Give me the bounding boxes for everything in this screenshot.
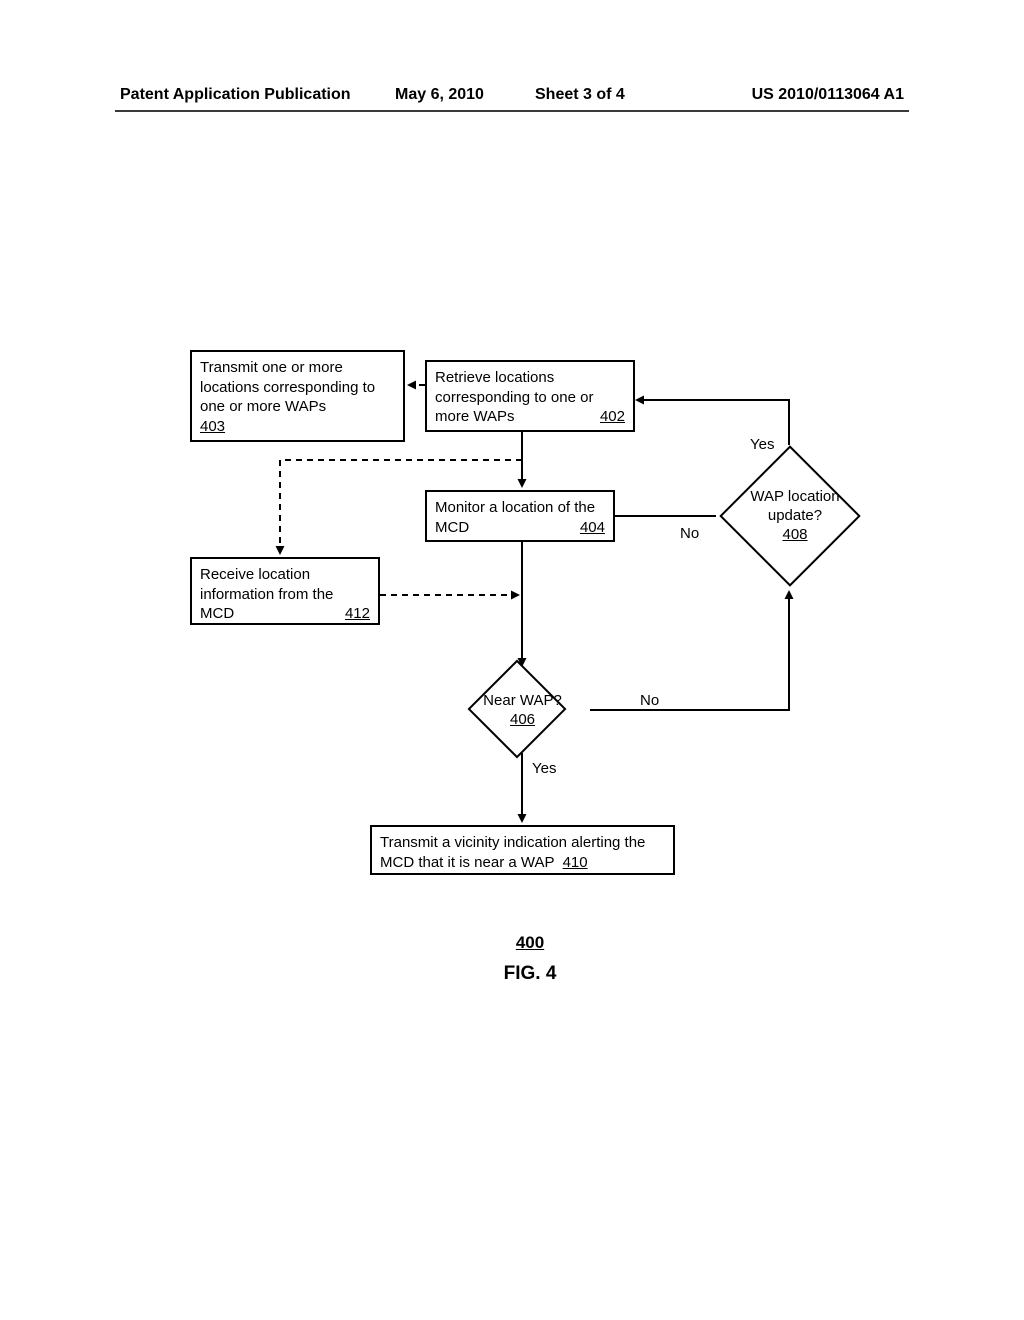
box-transmit-vicinity-indication: Transmit a vicinity indication alerting … bbox=[370, 825, 675, 875]
box-404-text: Monitor a location of the MCD bbox=[435, 499, 595, 536]
diamond-408-text: WAP location update? bbox=[750, 488, 839, 524]
box-retrieve-locations: Retrieve locations corresponding to one … bbox=[425, 360, 635, 432]
label-yes-408: Yes bbox=[750, 436, 774, 453]
box-410-ref: 410 bbox=[563, 854, 588, 871]
diamond-408-ref: 408 bbox=[782, 526, 807, 543]
box-transmit-locations: Transmit one or more locations correspon… bbox=[190, 350, 405, 442]
box-404-ref: 404 bbox=[580, 519, 605, 536]
label-no-408: No bbox=[680, 525, 699, 542]
box-412-ref: 412 bbox=[345, 605, 370, 622]
figure-number: 400 bbox=[500, 933, 560, 953]
diamond-406-ref: 406 bbox=[510, 711, 535, 728]
diamond-406-text: Near WAP? bbox=[483, 692, 562, 709]
box-receive-location-info: Receive location information from the MC… bbox=[190, 557, 380, 625]
box-402-text: Retrieve locations corresponding to one … bbox=[435, 369, 593, 425]
flowchart-canvas: Transmit one or more locations correspon… bbox=[0, 0, 1024, 1320]
box-monitor-location: Monitor a location of the MCD 404 bbox=[425, 490, 615, 542]
label-yes-406: Yes bbox=[532, 760, 556, 777]
figure-caption: FIG. 4 bbox=[490, 963, 570, 985]
box-410-text: Transmit a vicinity indication alerting … bbox=[380, 834, 645, 871]
box-403-ref: 403 bbox=[200, 418, 225, 435]
box-402-ref: 402 bbox=[600, 408, 625, 425]
box-403-text: Transmit one or more locations correspon… bbox=[200, 359, 375, 415]
connectors-svg bbox=[0, 0, 1024, 1320]
label-no-406: No bbox=[640, 692, 659, 709]
box-412-text: Receive location information from the MC… bbox=[200, 566, 333, 622]
